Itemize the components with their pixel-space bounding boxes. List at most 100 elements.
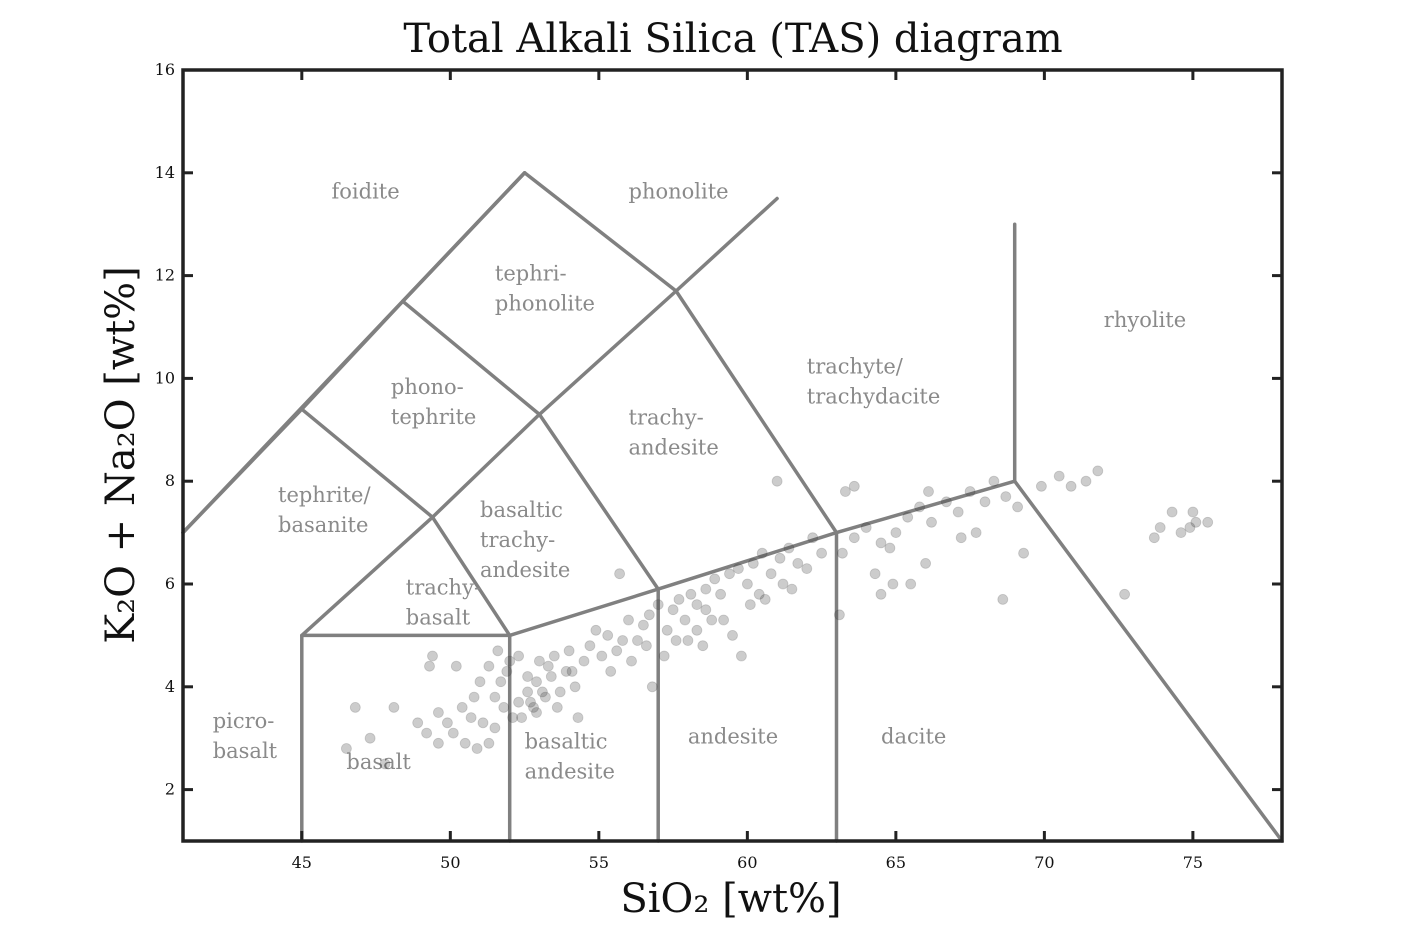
data-point <box>834 609 845 621</box>
data-point <box>970 527 982 538</box>
data-point <box>492 645 504 657</box>
data-point <box>905 578 917 590</box>
data-point <box>489 722 501 734</box>
data-point <box>691 599 703 610</box>
data-point <box>569 681 581 693</box>
data-point <box>1119 588 1130 600</box>
data-point <box>504 655 516 667</box>
data-point <box>596 650 608 662</box>
data-point <box>477 717 489 729</box>
data-point <box>926 516 937 528</box>
data-point <box>611 645 623 657</box>
data-point <box>441 717 453 729</box>
data-point <box>531 676 542 688</box>
data-point <box>1018 547 1029 559</box>
data-point <box>848 480 860 492</box>
data-point <box>534 655 545 667</box>
data-point <box>542 660 554 672</box>
data-point <box>747 558 759 569</box>
data-point <box>537 686 548 698</box>
y-tick-label: 14 <box>155 163 175 182</box>
x-tick-label: 55 <box>589 853 609 872</box>
data-point <box>884 542 896 554</box>
data-point <box>816 547 827 559</box>
data-point <box>507 712 519 723</box>
data-point <box>554 686 566 698</box>
data-point <box>964 486 976 497</box>
data-point <box>364 732 376 744</box>
data-point <box>955 532 967 544</box>
data-point <box>617 635 628 646</box>
data-point <box>1190 516 1202 528</box>
data-point <box>1053 470 1065 482</box>
region-label-trachybasalt: trachy-basalt <box>406 575 481 629</box>
data-point <box>531 707 542 718</box>
boundary-line-2 <box>401 299 660 843</box>
data-point <box>718 614 729 626</box>
region-label-tephritebasanite: tephrite/basanite <box>278 483 371 537</box>
data-point <box>774 552 786 564</box>
region-label-phonotephrite: phono-tephrite <box>391 375 476 429</box>
data-point <box>709 573 721 585</box>
y-tick-label: 10 <box>155 368 175 387</box>
y-tick-label: 8 <box>165 471 175 490</box>
data-point <box>914 501 925 513</box>
region-boundaries <box>181 171 1284 843</box>
data-point <box>801 563 813 574</box>
data-point <box>777 578 789 590</box>
data-point <box>691 624 703 636</box>
data-point <box>560 666 572 677</box>
data-point <box>412 717 424 729</box>
data-point <box>349 702 361 713</box>
data-point <box>605 666 617 677</box>
data-point <box>670 635 682 646</box>
data-point <box>652 599 664 610</box>
data-point <box>489 691 501 703</box>
data-point <box>988 475 1000 487</box>
data-point <box>1187 506 1199 518</box>
data-point <box>902 511 914 523</box>
data-point <box>807 532 819 544</box>
boundary-line-8 <box>300 479 1284 843</box>
x-tick-label: 60 <box>737 853 757 872</box>
data-point <box>952 506 964 518</box>
boundary-line-1 <box>181 171 779 535</box>
data-point <box>979 496 991 508</box>
data-point <box>513 650 524 662</box>
plot-frame <box>181 68 1284 843</box>
data-point <box>658 650 670 662</box>
x-tick-label: 45 <box>292 853 312 872</box>
x-tick-label: 75 <box>1183 853 1203 872</box>
data-point <box>1166 506 1178 518</box>
data-point <box>1080 475 1092 487</box>
data-point <box>1154 522 1166 533</box>
data-point <box>673 594 685 605</box>
region-label-trachyandesite: trachy-andesite <box>629 406 719 460</box>
data-point <box>941 496 952 508</box>
data-point <box>765 568 777 580</box>
x-axis-label: SiO₂ [wt%] <box>620 876 841 922</box>
data-point <box>715 588 726 600</box>
y-tick-label: 2 <box>165 780 175 799</box>
data-point <box>724 568 735 580</box>
data-point <box>501 666 513 677</box>
data-point <box>427 650 438 662</box>
region-label-basalt: basalt <box>346 750 411 774</box>
region-label-basaltictrachyandesite: basaltic trachy-andesite <box>480 498 570 582</box>
data-point <box>1012 501 1023 513</box>
data-point <box>860 522 872 533</box>
data-point <box>578 655 590 667</box>
data-point <box>923 486 934 497</box>
region-label-tephriphonolite: tephri-phonolite <box>495 262 595 316</box>
data-point <box>495 676 507 688</box>
data-point <box>340 743 352 754</box>
data-point <box>424 660 435 672</box>
y-tick-label: 6 <box>165 574 175 593</box>
data-point <box>584 640 596 652</box>
data-point <box>498 702 510 713</box>
data-point <box>459 737 471 749</box>
data-point <box>840 486 851 497</box>
data-point <box>646 681 658 693</box>
data-point <box>379 758 391 770</box>
data-point <box>638 619 649 631</box>
